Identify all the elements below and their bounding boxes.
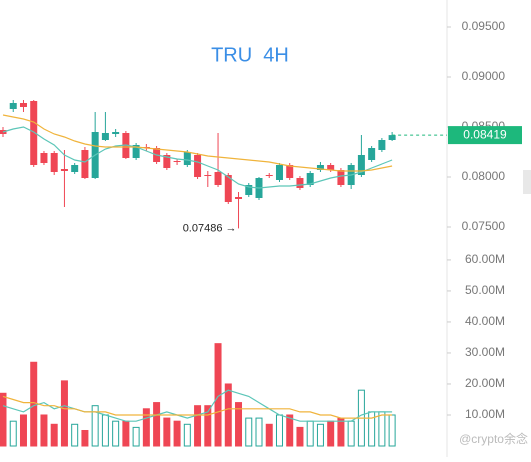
- volume-bar: [265, 423, 273, 447]
- y-tick-label: 0.08000: [462, 169, 506, 183]
- candle-body: [214, 172, 222, 185]
- y-tick-label: 30.00M: [465, 345, 505, 359]
- volume-bar: [112, 420, 120, 447]
- scroll-handle[interactable]: [523, 170, 531, 194]
- candle-body: [173, 161, 181, 162]
- candle-body: [60, 169, 68, 171]
- ma-line: [2, 395, 393, 419]
- volume-bar: [50, 423, 58, 447]
- volume-bar: [153, 402, 161, 447]
- candle-body: [337, 170, 345, 185]
- candle-body: [265, 175, 273, 176]
- candle-body: [275, 165, 283, 180]
- y-tick-label: 0.07500: [462, 219, 506, 233]
- volume-bar: [388, 414, 396, 447]
- chart-title: TRU 4H: [211, 44, 289, 66]
- volume-bar: [142, 408, 150, 447]
- last-price-tag: [448, 126, 522, 145]
- candle-body: [388, 135, 396, 140]
- volume-bar: [306, 420, 314, 447]
- volume-bar: [30, 361, 38, 447]
- candle-body: [306, 173, 314, 185]
- candle-body: [30, 101, 38, 165]
- volume-bar: [71, 423, 79, 447]
- candle-body: [378, 140, 386, 150]
- volume-bar: [19, 414, 27, 447]
- volume-bar: [173, 420, 181, 447]
- volume-bar: [316, 423, 324, 447]
- candle-body: [368, 148, 376, 160]
- volume-bar: [40, 414, 48, 447]
- candle-body: [163, 155, 171, 168]
- candle-body: [101, 133, 109, 140]
- candle-body: [112, 132, 120, 134]
- volume-bar: [286, 414, 294, 447]
- volume-bar: [101, 414, 109, 447]
- candle-body: [235, 197, 243, 199]
- volume-bar: [194, 405, 202, 447]
- volume-bar: [60, 380, 68, 447]
- candle-body: [327, 165, 335, 170]
- volume-bar: [337, 417, 345, 447]
- candle-body: [194, 155, 202, 177]
- watermark: @crypto余念: [459, 431, 528, 446]
- y-tick-label: 0.09500: [462, 19, 506, 33]
- volume-bar: [122, 420, 130, 447]
- low-label: 0.07486 →: [183, 222, 237, 234]
- last-price-label: 0.08419: [463, 127, 507, 141]
- volume-bar: [132, 426, 140, 447]
- candle-body: [245, 185, 253, 195]
- volume-bar: [0, 392, 7, 447]
- volume-bar: [347, 420, 355, 447]
- volume-bar: [163, 417, 171, 447]
- volume-bar: [91, 405, 99, 447]
- ma-line: [2, 126, 393, 189]
- y-tick-label: 0.09000: [462, 69, 506, 83]
- candle-body: [316, 165, 324, 170]
- ma-line: [2, 114, 393, 172]
- candle-body: [357, 155, 365, 175]
- volume-bar: [378, 411, 386, 447]
- candle-body: [40, 153, 48, 163]
- candle-body: [296, 178, 304, 188]
- candle-body: [9, 103, 17, 109]
- candle-body: [224, 175, 232, 202]
- candle-body: [19, 103, 27, 107]
- y-tick-label: 60.00M: [465, 252, 505, 266]
- y-tick-label: 10.00M: [465, 407, 505, 421]
- volume-bar: [204, 405, 212, 447]
- volume-bar: [224, 383, 232, 447]
- y-tick-label: 50.00M: [465, 283, 505, 297]
- candle-body: [132, 145, 140, 158]
- candle-body: [183, 152, 191, 165]
- candle-body: [71, 165, 79, 172]
- candle-body: [286, 165, 294, 178]
- y-tick-label: 40.00M: [465, 314, 505, 328]
- volume-bar: [327, 420, 335, 447]
- volume-bar: [275, 414, 283, 447]
- volume-bar: [255, 417, 263, 447]
- volume-bar: [183, 423, 191, 447]
- volume-bar: [296, 426, 304, 447]
- volume-bar: [81, 429, 89, 447]
- y-tick-label: 20.00M: [465, 376, 505, 390]
- volume-bar: [245, 417, 253, 447]
- candle-body: [81, 150, 89, 178]
- volume-bar: [235, 402, 243, 447]
- volume-bar: [9, 420, 17, 447]
- candle-body: [204, 175, 212, 176]
- candle-body: [50, 153, 58, 172]
